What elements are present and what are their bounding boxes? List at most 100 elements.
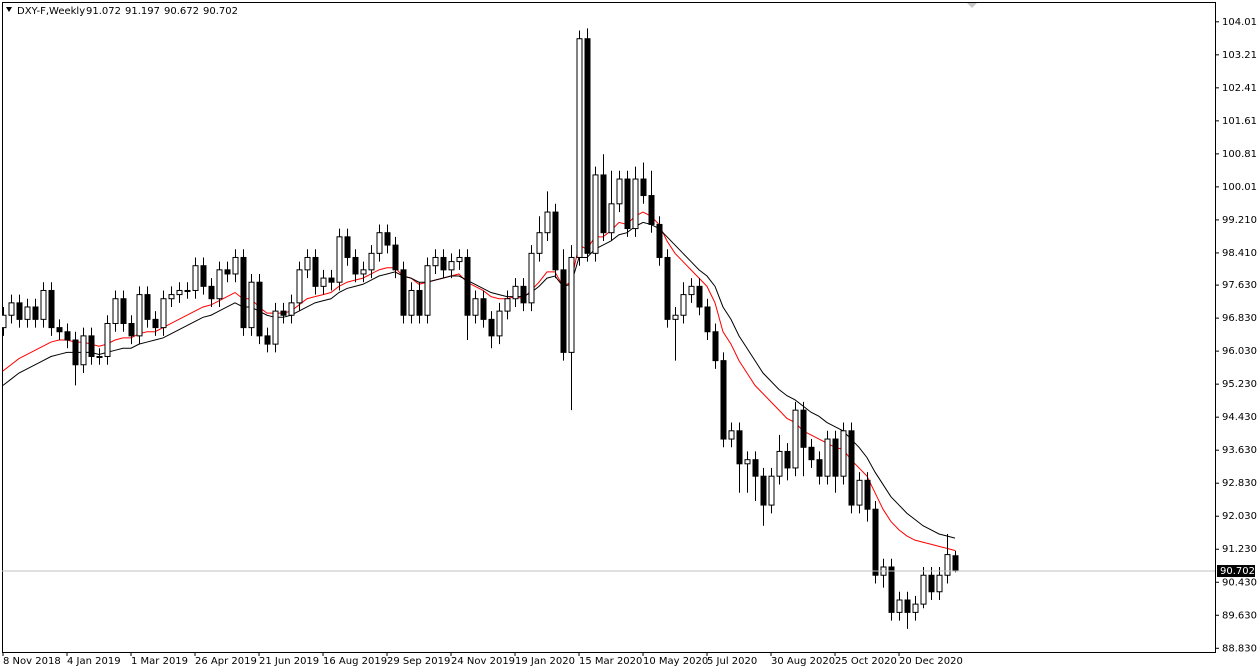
candle-body — [56, 327, 63, 333]
header-open: 91.072 — [86, 6, 121, 17]
candle-body — [680, 294, 687, 316]
candle-body — [48, 289, 55, 329]
candle-body — [72, 339, 79, 366]
candle-body — [952, 555, 959, 572]
plot-frame — [2, 2, 1216, 653]
candle-body — [128, 322, 135, 337]
candle-body — [24, 306, 31, 320]
candle-body — [248, 281, 255, 329]
header-high: 91.197 — [125, 6, 160, 17]
candle-body — [656, 223, 663, 258]
candle-body — [432, 256, 439, 267]
y-tick-label: 102.410 — [1222, 83, 1257, 94]
y-tick-label: 100.810 — [1222, 149, 1257, 160]
candle-body — [280, 310, 287, 316]
x-tick-label: 20 Dec 2020 — [899, 656, 963, 667]
y-tick-label: 90.430 — [1222, 577, 1257, 588]
candle-body — [272, 310, 279, 345]
candle-body — [240, 256, 247, 329]
candle-body — [784, 450, 791, 469]
candle-body — [568, 256, 575, 353]
candle-body — [624, 178, 631, 230]
x-tick-label: 8 Nov 2018 — [3, 656, 61, 667]
candle-body — [472, 298, 479, 316]
candle-body — [512, 285, 519, 300]
candle-body — [920, 574, 927, 605]
candle-body — [288, 302, 295, 316]
candle-body — [928, 574, 935, 593]
candle-body — [112, 298, 119, 324]
candle-body — [96, 356, 103, 359]
y-tick-label: 99.210 — [1222, 215, 1257, 226]
x-tick-label: 16 Aug 2019 — [323, 656, 387, 667]
candle-body — [944, 554, 951, 576]
candle-body — [776, 450, 783, 477]
candle-body — [488, 318, 495, 337]
candle-body — [88, 335, 95, 358]
candle-body — [376, 232, 383, 254]
x-tick-label: 1 Mar 2019 — [131, 656, 188, 667]
candle-body — [184, 289, 191, 292]
y-tick-label: 98.410 — [1222, 248, 1257, 259]
candle-body — [832, 438, 839, 477]
candle-body — [168, 294, 175, 300]
price-label: 90.702 — [1220, 566, 1255, 577]
candle-body — [424, 265, 431, 316]
candle-body — [160, 298, 167, 329]
candle-body — [224, 269, 231, 275]
x-tick-label: 24 Nov 2019 — [451, 656, 515, 667]
candle-body — [8, 302, 15, 316]
x-tick-label: 30 Aug 2020 — [771, 656, 835, 667]
x-tick-label: 10 May 2020 — [643, 656, 708, 667]
axes: 104.010 103.210 102.410 101.610 100.810 100.0… — [2, 17, 1257, 667]
candle-body — [752, 459, 759, 477]
candle-body — [584, 38, 591, 254]
candle-body — [416, 289, 423, 316]
y-tick-label: 103.210 — [1222, 50, 1257, 61]
candle-body — [232, 256, 239, 275]
candle-body — [608, 203, 615, 234]
candle-body — [120, 298, 127, 324]
candle-body — [152, 318, 159, 329]
candle-body — [704, 306, 711, 333]
candle-body — [640, 178, 647, 197]
x-tick-label: 15 Mar 2020 — [579, 656, 642, 667]
candle-body — [536, 232, 543, 254]
candle-body — [712, 331, 719, 362]
candle-body — [320, 277, 327, 287]
candle-body — [672, 314, 679, 320]
candle-body — [296, 269, 303, 304]
candle-body — [312, 256, 319, 287]
candle-body — [440, 256, 447, 271]
candle-body — [192, 265, 199, 291]
x-tick-label: 21 Jun 2019 — [259, 656, 319, 667]
candle-body — [904, 599, 911, 613]
y-tick-label: 92.830 — [1222, 478, 1257, 489]
candle-body — [104, 322, 111, 358]
y-tick-label: 91.230 — [1222, 544, 1257, 555]
candle-body — [328, 277, 335, 283]
candle-body — [176, 289, 183, 296]
candle-body — [632, 178, 639, 230]
y-tick-label: 93.630 — [1222, 445, 1257, 456]
candle-body — [544, 211, 551, 234]
candle-body — [144, 294, 151, 320]
candle-body — [504, 298, 511, 312]
candle-body — [32, 306, 39, 320]
y-tick-label: 96.030 — [1222, 346, 1257, 357]
y-tick-label: 101.610 — [1222, 116, 1257, 127]
x-tick-label: 25 Oct 2020 — [835, 656, 897, 667]
candle-body — [816, 459, 823, 477]
candle-body — [808, 446, 815, 461]
candle-body — [936, 574, 943, 593]
header-low: 90.672 — [164, 6, 199, 17]
x-tick-label: 26 Apr 2019 — [195, 656, 257, 667]
candle-body — [720, 360, 727, 440]
candle-body — [360, 269, 367, 275]
candle-body — [352, 256, 359, 275]
candle-body — [664, 256, 671, 320]
candle-body — [344, 236, 351, 258]
x-tick-label: 29 Sep 2019 — [387, 656, 450, 667]
candle-body — [688, 285, 695, 296]
